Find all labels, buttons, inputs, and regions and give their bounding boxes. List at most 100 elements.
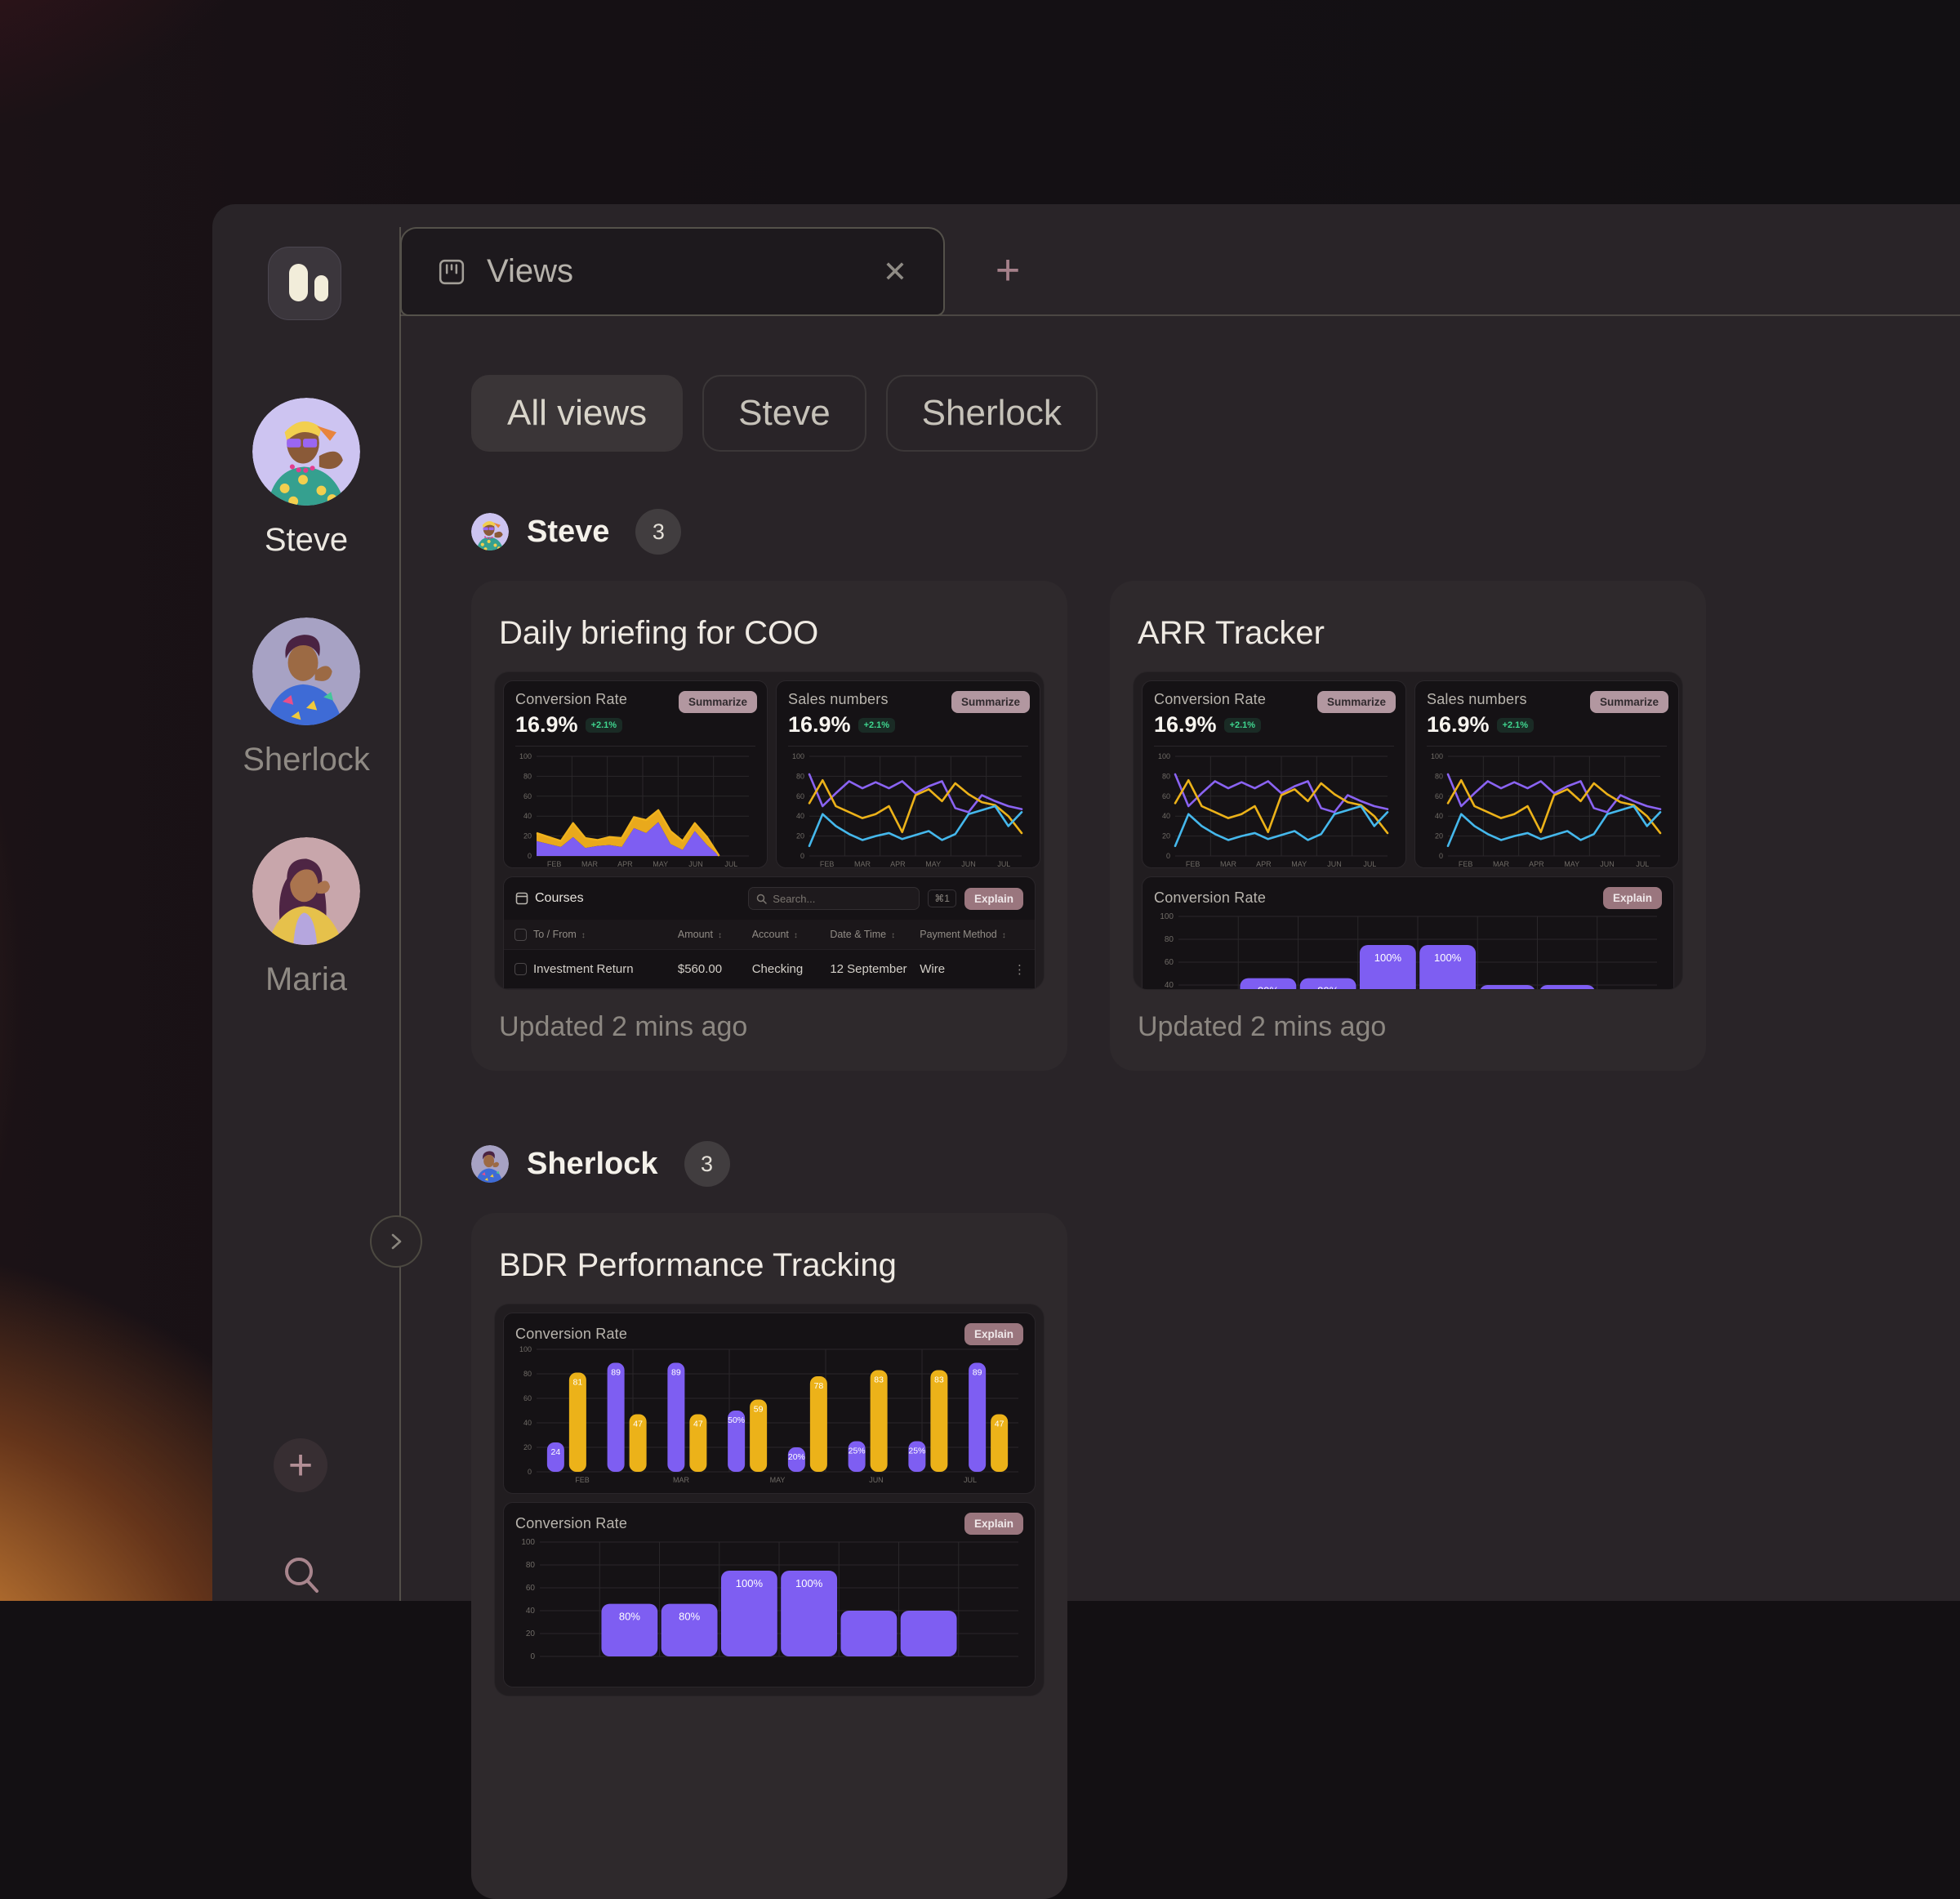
svg-text:80: 80: [1435, 772, 1443, 780]
svg-text:MAR: MAR: [581, 860, 599, 868]
svg-text:40: 40: [1165, 981, 1174, 990]
metric-value: 16.9%: [788, 712, 851, 738]
svg-text:FEB: FEB: [820, 860, 835, 868]
svg-text:100: 100: [1160, 912, 1174, 921]
svg-text:APR: APR: [617, 860, 633, 868]
sidebar-user-sherlock[interactable]: Sherlock: [243, 617, 370, 778]
sort-icon[interactable]: ↕: [891, 931, 895, 940]
plus-icon: +: [996, 247, 1020, 294]
sherlock-avatar: [471, 1145, 509, 1183]
views-page: All views Steve Sherlock Steve 3 Daily b…: [400, 318, 1960, 1601]
explain-button[interactable]: Explain: [964, 1323, 1023, 1345]
svg-text:JUN: JUN: [1600, 860, 1615, 868]
svg-text:20: 20: [526, 1629, 536, 1638]
metric-value: 16.9%: [1154, 712, 1217, 738]
svg-text:25%: 25%: [849, 1447, 866, 1456]
select-all-checkbox[interactable]: [514, 929, 527, 941]
section-name: Steve: [527, 515, 609, 550]
svg-text:40: 40: [523, 812, 532, 820]
filter-steve[interactable]: Steve: [702, 375, 866, 452]
explain-button[interactable]: Explain: [1603, 887, 1662, 909]
close-tab-icon[interactable]: ✕: [883, 255, 907, 289]
svg-text:MAR: MAR: [854, 860, 871, 868]
svg-text:47: 47: [693, 1420, 703, 1429]
table-cell: Wire: [920, 962, 1013, 976]
svg-text:60: 60: [796, 792, 804, 800]
row-checkbox[interactable]: [514, 963, 527, 975]
table-title: Courses: [515, 891, 584, 906]
svg-text:MAY: MAY: [925, 860, 941, 868]
explain-button[interactable]: Explain: [964, 1513, 1023, 1535]
svg-text:89: 89: [973, 1368, 982, 1378]
svg-text:MAY: MAY: [1291, 860, 1307, 868]
row-menu-icon[interactable]: ⋮: [1013, 962, 1035, 977]
card-title: Daily briefing for COO: [499, 615, 1045, 652]
view-card-bdr-performance[interactable]: BDR Performance Tracking Conversion Rate…: [471, 1213, 1067, 1899]
sort-icon[interactable]: ↕: [794, 931, 798, 940]
filter-sherlock[interactable]: Sherlock: [886, 375, 1098, 452]
svg-text:89: 89: [611, 1368, 621, 1378]
table-cell: $560.00: [678, 962, 752, 976]
table-header-row: To / From↕ Amount↕ Account↕ Date & Time↕…: [504, 920, 1035, 949]
svg-text:0: 0: [1166, 852, 1170, 860]
filter-all-views[interactable]: All views: [471, 375, 683, 452]
sort-icon[interactable]: ↕: [1002, 931, 1006, 940]
svg-text:80: 80: [1165, 935, 1174, 944]
view-card-daily-briefing[interactable]: Daily briefing for COO Conversion Rate 1…: [471, 581, 1067, 1071]
svg-text:JUL: JUL: [724, 860, 737, 868]
sort-icon[interactable]: ↕: [718, 931, 722, 940]
summarize-button[interactable]: Summarize: [1590, 691, 1668, 713]
svg-text:20: 20: [796, 832, 804, 840]
svg-text:0: 0: [528, 852, 532, 860]
search-input[interactable]: Search...: [748, 887, 920, 910]
courses-icon: [515, 892, 528, 905]
metric-value: 16.9%: [1427, 712, 1490, 738]
sidebar-user-maria[interactable]: Maria: [252, 837, 360, 998]
svg-text:FEB: FEB: [547, 860, 562, 868]
svg-text:89: 89: [671, 1368, 681, 1378]
svg-text:47: 47: [995, 1420, 1004, 1429]
tab-bar: Views ✕ +: [400, 204, 1960, 316]
search-icon: [756, 894, 767, 904]
svg-text:0: 0: [528, 1468, 532, 1476]
svg-text:FEB: FEB: [575, 1476, 590, 1484]
sort-icon[interactable]: ↕: [581, 931, 586, 940]
new-tab-button[interactable]: +: [967, 227, 1049, 314]
search-button[interactable]: [281, 1554, 323, 1596]
svg-text:JUN: JUN: [961, 860, 976, 868]
add-button[interactable]: +: [274, 1438, 327, 1492]
svg-text:JUL: JUL: [1636, 860, 1649, 868]
explain-button[interactable]: Explain: [964, 888, 1023, 910]
svg-text:MAR: MAR: [1493, 860, 1510, 868]
summarize-button[interactable]: Summarize: [951, 691, 1030, 713]
metric-delta-badge: +2.1%: [858, 718, 896, 733]
svg-text:100: 100: [792, 752, 804, 760]
summarize-button[interactable]: Summarize: [1317, 691, 1396, 713]
table-row[interactable]: James Brown-$35.20Ops Payroll12 Septembe…: [504, 988, 1035, 990]
view-count-badge: 3: [684, 1141, 730, 1187]
svg-text:60: 60: [526, 1584, 536, 1593]
tab-views[interactable]: Views ✕: [400, 227, 945, 316]
svg-text:APR: APR: [1256, 860, 1272, 868]
svg-text:60: 60: [1162, 792, 1170, 800]
sidebar-user-steve[interactable]: Steve: [252, 398, 360, 559]
svg-text:40: 40: [523, 1419, 532, 1427]
svg-text:100%: 100%: [1434, 952, 1462, 964]
view-card-arr-tracker[interactable]: ARR Tracker Conversion Rate 16.9% +2.1% …: [1110, 581, 1706, 1071]
app-logo[interactable]: [268, 247, 341, 320]
summarize-button[interactable]: Summarize: [679, 691, 757, 713]
svg-text:60: 60: [1165, 958, 1174, 967]
svg-text:80%: 80%: [1258, 985, 1279, 990]
svg-text:47: 47: [633, 1420, 643, 1429]
svg-text:100%: 100%: [736, 1577, 764, 1589]
svg-text:50%: 50%: [728, 1415, 745, 1425]
main-area: Views ✕ + All views Steve Sherlock Steve…: [400, 204, 1960, 1601]
